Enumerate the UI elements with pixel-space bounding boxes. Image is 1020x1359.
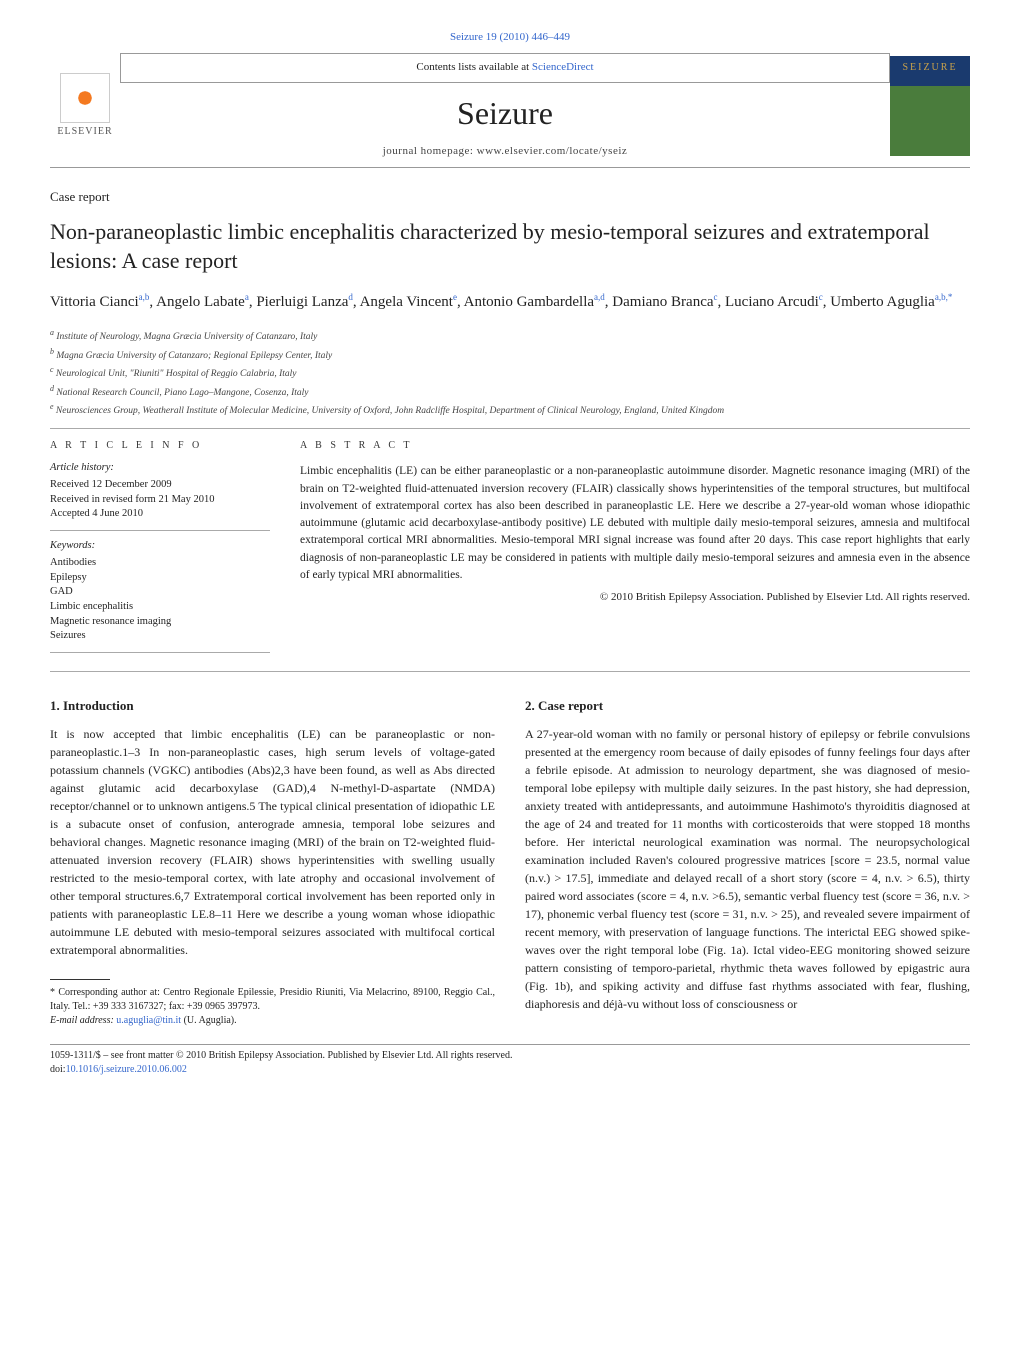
keyword: Epilepsy xyxy=(50,571,270,586)
author-aff-sup: a,d xyxy=(594,292,605,302)
abstract-heading: A B S T R A C T xyxy=(300,439,970,453)
affiliation: a Institute of Neurology, Magna Græcia U… xyxy=(50,327,970,344)
journal-center: Contents lists available at ScienceDirec… xyxy=(120,53,890,159)
footnote-text: * Corresponding author at: Centro Region… xyxy=(50,987,495,1012)
author: Angelo Labate xyxy=(156,294,245,310)
affiliation: b Magna Græcia University of Catanzaro; … xyxy=(50,346,970,363)
journal-title: Seizure xyxy=(120,91,890,136)
history-label: Article history: xyxy=(50,461,270,476)
info-abstract-row: A R T I C L E I N F O Article history: R… xyxy=(50,439,970,661)
case-paragraph: A 27-year-old woman with no family or pe… xyxy=(525,725,970,1013)
author-aff-sup: c xyxy=(714,292,718,302)
case-heading: 2. Case report xyxy=(525,696,970,716)
author: Luciano Arcudi xyxy=(725,294,819,310)
authors-line: Vittoria Ciancia,b, Angelo Labatea, Pier… xyxy=(50,291,970,313)
corresponding-author-footnote: * Corresponding author at: Centro Region… xyxy=(50,986,495,1028)
left-column: 1. Introduction It is now accepted that … xyxy=(50,696,495,1029)
author-aff-sup: a,b,* xyxy=(935,292,953,302)
contents-bar: Contents lists available at ScienceDirec… xyxy=(120,53,890,82)
affiliations: a Institute of Neurology, Magna Græcia U… xyxy=(50,327,970,418)
article-info-panel: A R T I C L E I N F O Article history: R… xyxy=(50,439,270,661)
journal-homepage: journal homepage: www.elsevier.com/locat… xyxy=(120,144,890,159)
sciencedirect-link[interactable]: ScienceDirect xyxy=(532,61,594,73)
divider xyxy=(50,671,970,672)
author: Pierluigi Lanza xyxy=(256,294,348,310)
author-aff-sup: c xyxy=(819,292,823,302)
article-type-label: Case report xyxy=(50,188,970,206)
author-aff-sup: a xyxy=(245,292,249,302)
author-aff-sup: e xyxy=(453,292,457,302)
body-columns: 1. Introduction It is now accepted that … xyxy=(50,696,970,1029)
keyword: Limbic encephalitis xyxy=(50,600,270,615)
history-item: Accepted 4 June 2010 xyxy=(50,507,270,522)
keyword: Magnetic resonance imaging xyxy=(50,615,270,630)
author: Angela Vincent xyxy=(360,294,453,310)
article-info-heading: A R T I C L E I N F O xyxy=(50,439,270,453)
contents-prefix: Contents lists available at xyxy=(416,61,531,73)
elsevier-label: ELSEVIER xyxy=(57,125,112,139)
intro-heading: 1. Introduction xyxy=(50,696,495,716)
footnote-separator xyxy=(50,979,110,980)
header-citation: Seizure 19 (2010) 446–449 xyxy=(50,30,970,45)
elsevier-logo: ELSEVIER xyxy=(50,66,120,146)
keyword: Seizures xyxy=(50,629,270,644)
doi-prefix: doi: xyxy=(50,1064,66,1075)
author: Antonio Gambardella xyxy=(464,294,594,310)
right-column: 2. Case report A 27-year-old woman with … xyxy=(525,696,970,1029)
author: Damiano Branca xyxy=(612,294,713,310)
journal-header: ELSEVIER Contents lists available at Sci… xyxy=(50,53,970,168)
keywords-label: Keywords: xyxy=(50,539,270,554)
email-suffix: (U. Aguglia). xyxy=(184,1015,237,1026)
footer-copyright: 1059-1311/$ – see front matter © 2010 Br… xyxy=(50,1049,970,1063)
author-aff-sup: d xyxy=(348,292,353,302)
keywords-block: Keywords: Antibodies Epilepsy GAD Limbic… xyxy=(50,539,270,653)
affiliation: e Neurosciences Group, Weatherall Instit… xyxy=(50,401,970,418)
article-history-block: Article history: Received 12 December 20… xyxy=(50,461,270,531)
affiliation: c Neurological Unit, "Riuniti" Hospital … xyxy=(50,364,970,381)
abstract-panel: A B S T R A C T Limbic encephalitis (LE)… xyxy=(300,439,970,661)
elsevier-tree-icon xyxy=(60,73,110,123)
intro-paragraph: It is now accepted that limbic encephali… xyxy=(50,725,495,959)
author: Umberto Aguglia xyxy=(830,294,935,310)
history-item: Received 12 December 2009 xyxy=(50,478,270,493)
history-item: Received in revised form 21 May 2010 xyxy=(50,493,270,508)
abstract-text: Limbic encephalitis (LE) can be either p… xyxy=(300,463,970,584)
email-link[interactable]: u.aguglia@tin.it xyxy=(116,1015,181,1026)
article-title: Non-paraneoplastic limbic encephalitis c… xyxy=(50,218,970,275)
author-aff-sup: a,b xyxy=(139,292,150,302)
journal-cover-thumbnail: SEIZURE xyxy=(890,56,970,156)
divider xyxy=(50,428,970,429)
email-label: E-mail address: xyxy=(50,1015,116,1026)
affiliation: d National Research Council, Piano Lago–… xyxy=(50,383,970,400)
footer: 1059-1311/$ – see front matter © 2010 Br… xyxy=(50,1044,970,1077)
citation-link[interactable]: Seizure 19 (2010) 446–449 xyxy=(450,31,570,43)
keyword: GAD xyxy=(50,585,270,600)
abstract-copyright: © 2010 British Epilepsy Association. Pub… xyxy=(300,590,970,605)
keyword: Antibodies xyxy=(50,556,270,571)
author: Vittoria Cianci xyxy=(50,294,139,310)
doi-link[interactable]: 10.1016/j.seizure.2010.06.002 xyxy=(66,1064,187,1075)
